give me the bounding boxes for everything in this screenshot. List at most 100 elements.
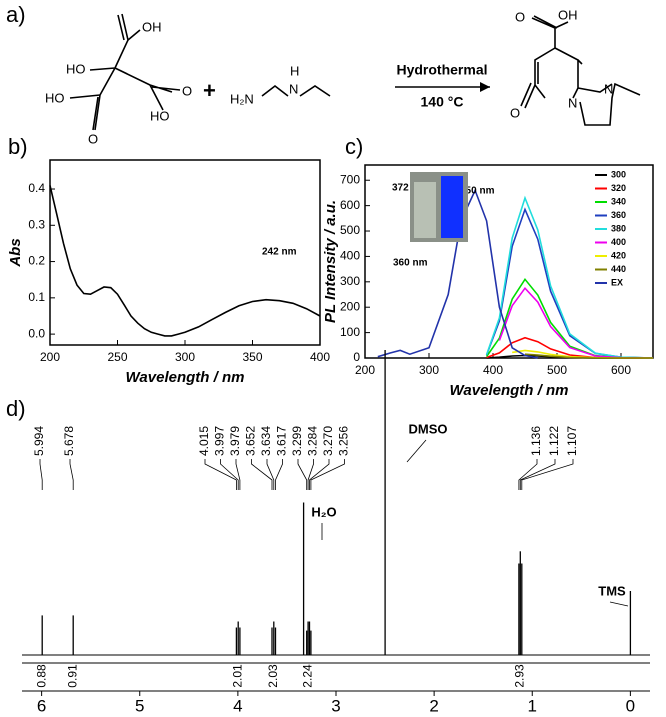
atom: O [182, 83, 192, 98]
y-tick-label: 0.0 [28, 326, 45, 340]
atom: N [289, 81, 298, 96]
bonds [261, 84, 331, 97]
annotation: H₂O [311, 504, 336, 519]
atom: N [604, 81, 613, 96]
annotation: 242 nm [262, 247, 297, 258]
vial [441, 176, 463, 238]
x-tick-label: 0 [626, 696, 635, 715]
atom: O [88, 131, 98, 146]
peak-label: 1.122 [547, 426, 561, 456]
x-axis-label: Wavelength / nm [450, 382, 569, 399]
legend-label: 380 [611, 223, 626, 233]
condition: Hydrothermal [396, 62, 487, 78]
peak-label: 3.979 [228, 426, 242, 456]
peak-connector [235, 459, 241, 490]
x-tick-label: 250 [107, 350, 127, 364]
scheme: a) OH HO HO O O HO + H₂N H N Hydrotherma… [6, 2, 641, 146]
condition: 140 °C [421, 94, 464, 110]
peak-connector [521, 459, 574, 490]
annotation: TMS [598, 583, 626, 598]
y-tick-label: 0.1 [28, 290, 45, 304]
peak-connector [251, 459, 273, 490]
vial [414, 182, 436, 238]
annotation-arrow [609, 601, 629, 607]
y-tick-label: 700 [340, 172, 360, 186]
peak-label: 3.617 [275, 426, 289, 456]
peak-label: 3.997 [213, 426, 227, 456]
peak-label: 3.284 [306, 426, 320, 456]
y-tick-label: 500 [340, 223, 360, 237]
integral-value: 2.24 [300, 664, 314, 688]
peak-connector [310, 459, 345, 490]
y-tick-label: 0.2 [28, 254, 45, 268]
inset-photo [410, 172, 468, 242]
peak-label: 5.678 [62, 426, 76, 456]
peak-label: 3.634 [259, 426, 273, 456]
atom: OH [142, 19, 162, 34]
peak-connector [266, 459, 275, 490]
x-tick-label: 300 [419, 363, 439, 377]
annotation: 360 nm [393, 258, 428, 269]
peak-label: 3.270 [321, 426, 335, 456]
annotation-arrow [406, 439, 427, 463]
atom: OH [558, 7, 578, 22]
bonds [520, 15, 641, 126]
legend-label: 440 [611, 264, 626, 274]
y-axis-label: PL Intensity / a.u. [322, 200, 339, 323]
peak-connector [220, 459, 239, 490]
atom: HO [45, 90, 65, 105]
y-tick-label: 300 [340, 274, 360, 288]
atom: O [515, 9, 525, 24]
peak-connector [518, 459, 538, 490]
series-line [524, 353, 653, 359]
arrow-head [480, 82, 490, 92]
peak-label: 5.994 [32, 426, 46, 456]
peak-connector [275, 459, 283, 490]
x-tick-label: 3 [331, 696, 340, 715]
x-tick-label: 400 [310, 350, 330, 364]
integral-value: 2.93 [512, 664, 526, 688]
panel-label: d) [6, 396, 26, 421]
x-tick-label: 600 [611, 363, 631, 377]
legend-label: 300 [611, 169, 626, 179]
integral-value: 0.88 [34, 664, 48, 688]
y-tick-label: 200 [340, 299, 360, 313]
bonds [69, 13, 181, 131]
x-tick-label: 300 [175, 350, 195, 364]
integral-value: 2.03 [266, 664, 280, 688]
y-tick-label: 400 [340, 249, 360, 263]
annotation: 450 nm [460, 186, 495, 197]
panel-label: a) [6, 2, 26, 27]
atom: N [568, 95, 577, 110]
x-tick-label: 200 [355, 363, 375, 377]
peak-connector [307, 459, 314, 490]
x-tick-label: 5 [135, 696, 144, 715]
legend-label: 420 [611, 250, 626, 260]
integral-value: 2.01 [230, 664, 244, 688]
x-axis-label: Wavelength / nm [126, 369, 245, 386]
peak-connector [309, 459, 330, 490]
integral-value: 0.91 [65, 664, 79, 688]
plus: + [203, 78, 216, 103]
series-line [49, 185, 321, 337]
peak-connector [297, 459, 308, 490]
plot-frame [364, 164, 654, 359]
peak-label: 1.107 [565, 426, 579, 456]
x-tick-label: 1 [528, 696, 537, 715]
peak-connector [519, 459, 556, 490]
legend-label: 320 [611, 183, 626, 193]
annotation: 372 nm [392, 183, 427, 194]
y-tick-label: 600 [340, 198, 360, 212]
y-tick-label: 0 [353, 350, 360, 364]
y-tick-label: 100 [340, 325, 360, 339]
peak-label: 4.015 [197, 426, 211, 456]
x-tick-label: 6 [37, 696, 46, 715]
peak-label: 3.256 [337, 426, 351, 456]
series-line [485, 207, 654, 359]
atom: HO [150, 108, 170, 123]
legend-label: EX [611, 277, 623, 287]
peak-label: 3.299 [290, 426, 304, 456]
atom: H [290, 63, 299, 78]
peak-label: 3.652 [244, 426, 258, 456]
